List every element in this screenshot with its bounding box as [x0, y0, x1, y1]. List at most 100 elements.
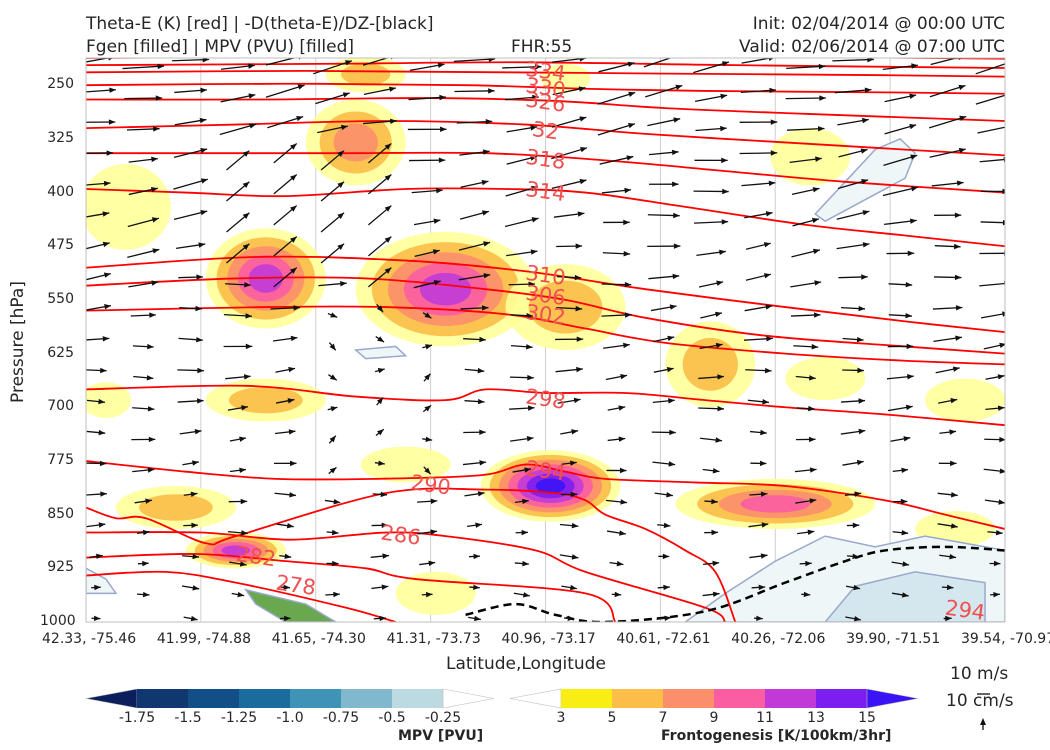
wind-arrow-head [149, 312, 156, 318]
wind-arrow-head [329, 343, 336, 351]
wind-arrow-head [958, 58, 962, 61]
theta-e-label: 294 [524, 456, 567, 485]
wind-arrow-head [770, 119, 778, 125]
wind-arrow-head [954, 243, 961, 250]
wind-arrow-head [570, 584, 577, 591]
wind-arrow-head [998, 499, 1005, 505]
wind-arrow-head [523, 623, 530, 628]
wind-arrow-head [715, 342, 723, 349]
wind-arrow-head [623, 251, 631, 257]
wind-arrow [989, 625, 1001, 626]
x-tick-label: 42.33, -75.46 [42, 631, 137, 647]
wind-arrow-head [155, 95, 163, 101]
theta-e-line [86, 151, 1005, 194]
wind-arrow-head [769, 87, 777, 94]
wind-arrow [975, 63, 1005, 75]
wind-arrow-head [283, 584, 291, 591]
wind-arrow-head [142, 529, 150, 536]
wind-arrow-head [762, 399, 769, 405]
wind-arrow-head [524, 467, 532, 473]
colorbar-segment [137, 689, 188, 708]
wind-arrow-head [666, 492, 673, 498]
wind-arrow-head [858, 398, 866, 404]
wind-arrow-head [720, 125, 727, 132]
wind-arrow-head [857, 367, 864, 374]
theta-e-label: 302 [524, 300, 567, 329]
wind-arrow-head [663, 584, 670, 591]
wind-arrow-head [437, 62, 445, 69]
wind-arrow-head [242, 150, 250, 157]
wind-arrow-head [860, 148, 868, 154]
wind-arrow-head [479, 460, 487, 466]
wind-arrow-head [673, 212, 680, 219]
wind-arrow-head [245, 313, 252, 319]
chart-title-line1: Theta-E (K) [red] | -D(theta-E)/DZ-[blac… [86, 14, 434, 34]
x-tick-label: 40.61, -72.61 [616, 631, 711, 647]
wind-arrow [801, 625, 811, 627]
theta-e-line [86, 82, 1005, 95]
wind-arrow-head [290, 174, 297, 181]
wind-arrow-head [481, 179, 489, 186]
wind-arrow-head [858, 428, 866, 435]
theta-e-label: 334 [524, 57, 567, 86]
wind-arrow-head [854, 491, 862, 497]
wind-arrow-head [337, 243, 345, 250]
wind-arrow-head [142, 591, 150, 598]
wind-arrow-head [331, 529, 339, 536]
theta-e-label: 282 [234, 542, 277, 571]
colorbar-tick-label: -0.75 [322, 710, 360, 726]
wind-arrow-head [570, 460, 577, 466]
wind-arrow-head [624, 187, 632, 194]
wind-arrow [930, 58, 959, 66]
theta-e-contours [86, 58, 1005, 622]
wind-arrow-head [620, 467, 627, 474]
wind-arrow-head [805, 560, 812, 567]
wind-arrow-head [376, 305, 384, 313]
wind-arrow-head [619, 530, 626, 536]
wind-arrow-head [571, 429, 579, 435]
wind-arrow-head [192, 460, 199, 466]
wind-arrow-head [488, 88, 495, 94]
wind-arrow-head [240, 498, 248, 505]
fgen-colorbar-label: Frontogenesis [K/100km/3hr] [661, 728, 892, 744]
wind-arrow-head [1006, 124, 1013, 129]
wind-arrow-head [1002, 219, 1005, 226]
wind-arrow-head [768, 180, 776, 187]
wind-arrow-head [905, 281, 913, 288]
wind-arrow [122, 65, 165, 70]
y-tick-label: 550 [47, 290, 74, 307]
wind-arrow-head [192, 585, 200, 591]
wind-arrow-head [811, 344, 819, 350]
wind-arrow-head [994, 623, 1001, 628]
colorbar [509, 688, 919, 709]
wind-arrow-head [474, 615, 481, 622]
wind-arrow-head [809, 467, 817, 473]
wind-arrow-head [662, 553, 670, 560]
wind-arrow-head [616, 560, 624, 567]
wind-arrow-head [618, 405, 626, 411]
wind-arrow-head [864, 87, 872, 93]
theta-e-line [86, 460, 1005, 530]
colorbar-tick-label: 13 [807, 710, 825, 726]
wind-arrow-head [950, 523, 958, 529]
wind-arrow-head [337, 212, 345, 219]
wind-arrow-head [818, 63, 826, 70]
wind-arrow [979, 158, 1005, 163]
y-tick-label: 850 [47, 505, 74, 522]
wind-arrow [454, 90, 495, 93]
wind-arrow-head [905, 404, 913, 411]
wind-arrow [234, 625, 242, 626]
wind-arrow-head [577, 211, 585, 217]
wind-arrow-head [867, 58, 874, 63]
theta-e-label: 278 [274, 571, 317, 600]
wind-arrow-head [483, 273, 491, 279]
wind-arrow-head [192, 553, 200, 560]
wind-arrow-head [428, 560, 436, 567]
colorbar-segment [866, 688, 919, 709]
wind-arrow-head [288, 366, 296, 373]
wind-arrow-head [239, 561, 247, 567]
wind-arrow-head [534, 64, 542, 70]
theta-e-line [86, 305, 1005, 366]
wind-arrow-head [763, 273, 771, 279]
